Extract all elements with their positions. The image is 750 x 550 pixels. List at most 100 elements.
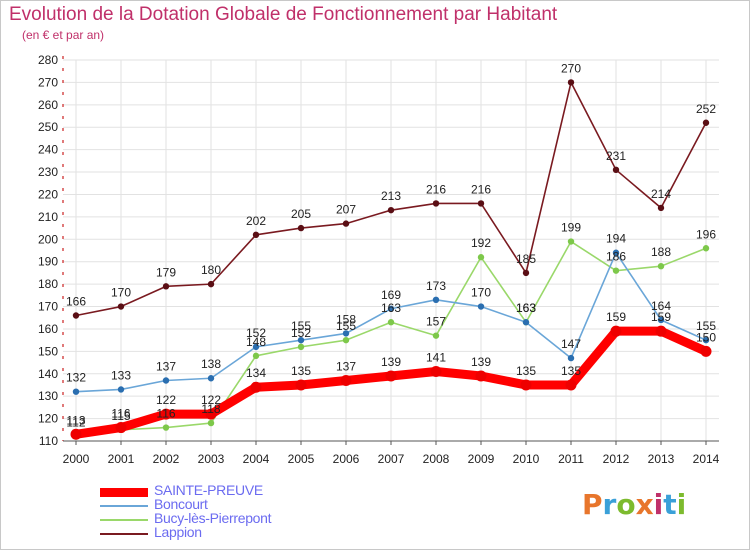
data-label: 135 [561,364,581,378]
data-point [657,316,665,324]
data-point [657,204,665,212]
data-point [477,303,485,310]
data-label: 112 [66,416,85,430]
data-label: 152 [246,326,266,340]
data-label: 133 [111,368,131,382]
logo-letter: o [616,488,636,521]
data-label: 118 [201,402,220,416]
x-tick-label: 2010 [513,452,540,466]
data-label: 169 [381,288,401,302]
data-point [205,408,217,420]
chart-title: Evolution de la Dotation Globale de Fonc… [9,4,558,25]
data-point [342,336,350,344]
data-point [475,370,487,382]
data-label: 163 [516,301,536,315]
data-label: 155 [291,319,311,333]
data-point [387,206,395,214]
data-label: 155 [336,319,356,333]
data-label: 135 [291,364,311,378]
y-tick-label: 170 [38,300,58,314]
data-point [252,343,260,351]
data-point [207,375,215,382]
x-tick-label: 2008 [423,452,450,466]
data-label: 137 [336,359,356,373]
data-point [520,379,532,391]
y-tick-label: 230 [38,165,58,179]
data-point [657,262,665,270]
data-label: 122 [156,393,176,407]
data-label: 139 [471,355,491,369]
data-label: 137 [156,359,176,373]
data-point [72,312,80,319]
data-point [612,267,620,274]
y-tick-label: 250 [38,120,58,134]
data-label: 202 [246,214,266,228]
data-label: 163 [381,301,401,315]
x-tick-label: 2014 [693,452,720,466]
x-tick-label: 2003 [198,452,225,466]
data-label: 157 [426,315,446,329]
data-point [610,325,622,337]
data-point [567,79,575,86]
x-tick-label: 2013 [648,452,675,466]
y-tick-label: 220 [38,187,58,201]
data-label: 216 [426,182,446,196]
data-label: 185 [516,252,536,266]
data-label: 116 [156,407,175,421]
data-point [567,354,575,362]
legend-swatch [100,533,148,535]
data-point [342,220,350,227]
data-label: 188 [651,245,671,259]
data-point [115,422,127,434]
y-tick-label: 120 [38,412,58,426]
legend-swatch [100,505,148,507]
data-point [700,345,712,357]
data-point [162,377,170,384]
data-point [387,305,395,312]
data-label: 134 [246,366,266,380]
data-label: 159 [606,310,626,324]
legend-label: Boncourt [154,496,208,512]
data-point [297,336,305,344]
axes: 110 120 130 140 150 160 170 180 190 200 210 220 230 2… [38,53,720,466]
data-point [432,296,440,304]
data-label: 199 [561,221,581,235]
data-label: 116 [111,407,130,421]
data-label: 141 [426,351,446,365]
data-point [612,249,620,256]
data-point [432,200,440,207]
data-point [430,366,442,378]
data-point [297,224,305,232]
data-label: 252 [696,102,716,116]
data-point [70,428,82,440]
data-label: 170 [111,286,131,300]
chart-subtitle: (en € et par an) [22,28,105,42]
data-label: 173 [426,279,446,293]
logo-letter: t [663,488,677,521]
y-tick-label: 200 [38,232,58,246]
data-point [477,200,485,207]
proxiti-logo: Proxiti [582,488,686,521]
data-label: 231 [606,149,626,163]
data-point [250,381,262,393]
data-label: 135 [516,364,536,378]
legend-swatch [100,487,148,497]
data-label: 158 [336,312,356,326]
data-point [567,238,575,245]
data-label: 196 [696,227,716,241]
logo-letter: r [602,488,617,521]
x-tick-label: 2006 [333,452,360,466]
data-label: 179 [156,265,176,279]
data-point [207,419,215,427]
y-tick-label: 160 [38,322,58,336]
data-point [522,319,530,326]
x-tick-label: 2000 [63,452,90,466]
legend-swatch [100,519,148,521]
data-point [207,280,215,288]
data-label: 155 [696,319,716,333]
data-label: 152 [291,326,311,340]
y-tick-label: 140 [38,367,58,381]
x-tick-label: 2002 [153,452,180,466]
data-point [162,283,170,290]
x-tick-label: 2005 [288,452,315,466]
